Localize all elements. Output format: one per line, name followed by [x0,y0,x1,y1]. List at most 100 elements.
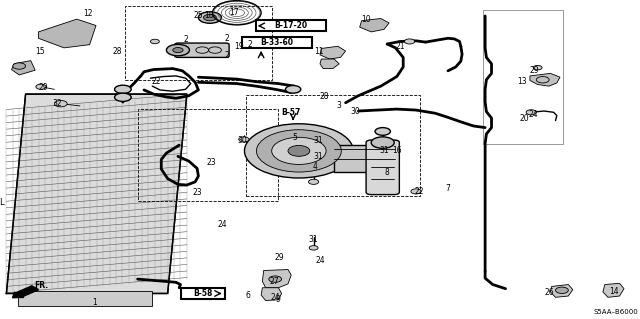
Bar [242,37,312,48]
Text: 20: 20 [520,114,530,122]
Text: B-17-20: B-17-20 [275,21,308,30]
Text: 22: 22 [415,187,424,196]
Text: 7: 7 [445,184,451,193]
Text: 31: 31 [308,235,319,244]
Text: FR.: FR. [35,281,49,290]
Text: 25: 25 [193,11,204,20]
FancyArrow shape [12,286,38,298]
Text: 13: 13 [516,77,527,86]
Circle shape [272,137,326,165]
Text: 19: 19 [234,42,244,51]
Text: 21: 21 [396,42,404,51]
Text: 11: 11 [314,47,323,56]
Bar [181,288,225,299]
Polygon shape [12,61,35,75]
Circle shape [115,85,131,93]
Polygon shape [360,19,389,32]
Text: 2: 2 [183,35,188,44]
Text: 3: 3 [337,101,342,110]
Text: 29: 29 [529,66,540,75]
Circle shape [556,287,568,293]
Text: 1: 1 [92,298,97,307]
Circle shape [269,276,282,282]
Text: 30: 30 [237,137,248,145]
Polygon shape [550,285,573,297]
Polygon shape [530,73,560,86]
Circle shape [375,128,390,135]
FancyBboxPatch shape [366,140,399,195]
Circle shape [285,85,301,93]
Text: 8: 8 [385,168,390,177]
Text: 32: 32 [52,99,63,108]
Circle shape [204,14,216,21]
Circle shape [309,246,318,250]
Text: 28: 28 [320,92,329,101]
Text: 6: 6 [246,291,251,300]
Circle shape [314,163,323,167]
Bar [246,95,420,196]
Text: 31: 31 [313,152,323,161]
Text: 24: 24 [315,256,325,265]
Circle shape [244,124,353,178]
FancyBboxPatch shape [175,43,229,57]
Circle shape [115,93,131,101]
Polygon shape [261,288,282,300]
Circle shape [173,48,183,53]
Text: 4: 4 [312,162,317,171]
Bar [138,109,278,201]
Text: B-58: B-58 [193,289,212,298]
Circle shape [371,137,394,148]
Text: 23: 23 [206,158,216,167]
Text: 31: 31 [313,136,323,145]
Text: 26: 26 [544,288,554,297]
Text: L: L [0,198,4,207]
Text: 31: 31 [380,146,390,155]
Polygon shape [603,283,624,297]
Circle shape [257,130,341,172]
Circle shape [239,137,249,142]
Bar [334,145,395,172]
Polygon shape [262,270,291,288]
Text: B-33-60: B-33-60 [260,38,294,47]
Circle shape [54,100,67,107]
Polygon shape [320,59,339,69]
Text: 2: 2 [247,40,252,49]
Text: 27: 27 [269,277,279,286]
Bar [18,291,152,306]
Circle shape [404,39,415,44]
Bar [125,6,272,80]
Text: 30: 30 [350,107,360,115]
Circle shape [533,65,542,70]
Text: 5: 5 [292,133,297,142]
Text: 16: 16 [392,146,402,155]
Polygon shape [6,94,187,293]
Text: 23: 23 [192,189,202,197]
Circle shape [411,189,421,194]
Polygon shape [38,19,96,48]
Text: 28: 28 [113,47,122,56]
Circle shape [308,179,319,184]
Text: 24: 24 [528,110,538,119]
Circle shape [13,63,26,69]
Circle shape [308,144,319,149]
Circle shape [198,12,221,23]
Text: 2: 2 [225,51,230,60]
Text: 29: 29 [38,83,49,92]
Bar [483,10,563,144]
Text: 15: 15 [35,47,45,56]
Circle shape [150,39,159,44]
Circle shape [166,44,189,56]
Text: 24: 24 [218,220,228,229]
Text: 2: 2 [225,34,230,43]
Text: 14: 14 [609,287,620,296]
Circle shape [314,146,323,151]
Circle shape [36,84,46,89]
Text: 12: 12 [84,9,93,18]
Text: S5AA–B6000: S5AA–B6000 [594,309,639,315]
Circle shape [526,110,536,115]
Polygon shape [320,46,346,59]
Text: 17: 17 [228,8,239,17]
Circle shape [288,145,310,156]
Text: 10: 10 [361,15,371,24]
Text: 22: 22 [152,77,161,86]
